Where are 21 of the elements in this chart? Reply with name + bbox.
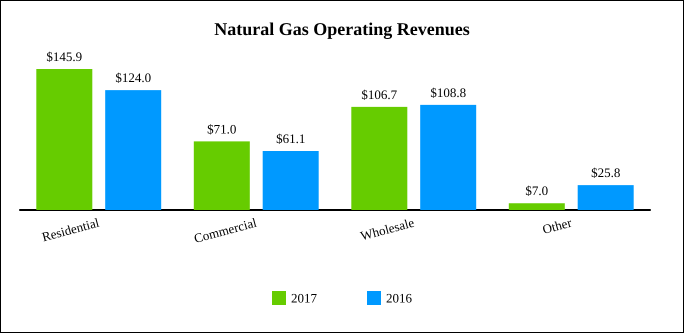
bar: [420, 104, 476, 210]
data-label: $71.0: [207, 121, 236, 136]
data-label: $145.9: [46, 49, 82, 64]
bar: [351, 106, 408, 210]
bar: [194, 141, 250, 210]
bar: [262, 150, 319, 210]
legend-label: 2016: [386, 290, 412, 306]
bar: [105, 90, 162, 210]
data-label: $25.8: [591, 165, 620, 180]
x-tick-label: Other: [540, 214, 574, 237]
x-tick-label: Wholesale: [358, 214, 416, 244]
bar: [508, 203, 565, 210]
data-label: $108.8: [430, 84, 466, 100]
bar: [578, 185, 634, 210]
bar: [36, 69, 92, 210]
legend-label: 2017: [291, 290, 318, 306]
chart-title: Natural Gas Operating Revenues: [214, 19, 470, 39]
data-label: $61.1: [276, 130, 306, 146]
data-label: $7.0: [525, 183, 548, 198]
data-label: $106.7: [361, 86, 398, 102]
data-label: $124.0: [115, 70, 152, 86]
